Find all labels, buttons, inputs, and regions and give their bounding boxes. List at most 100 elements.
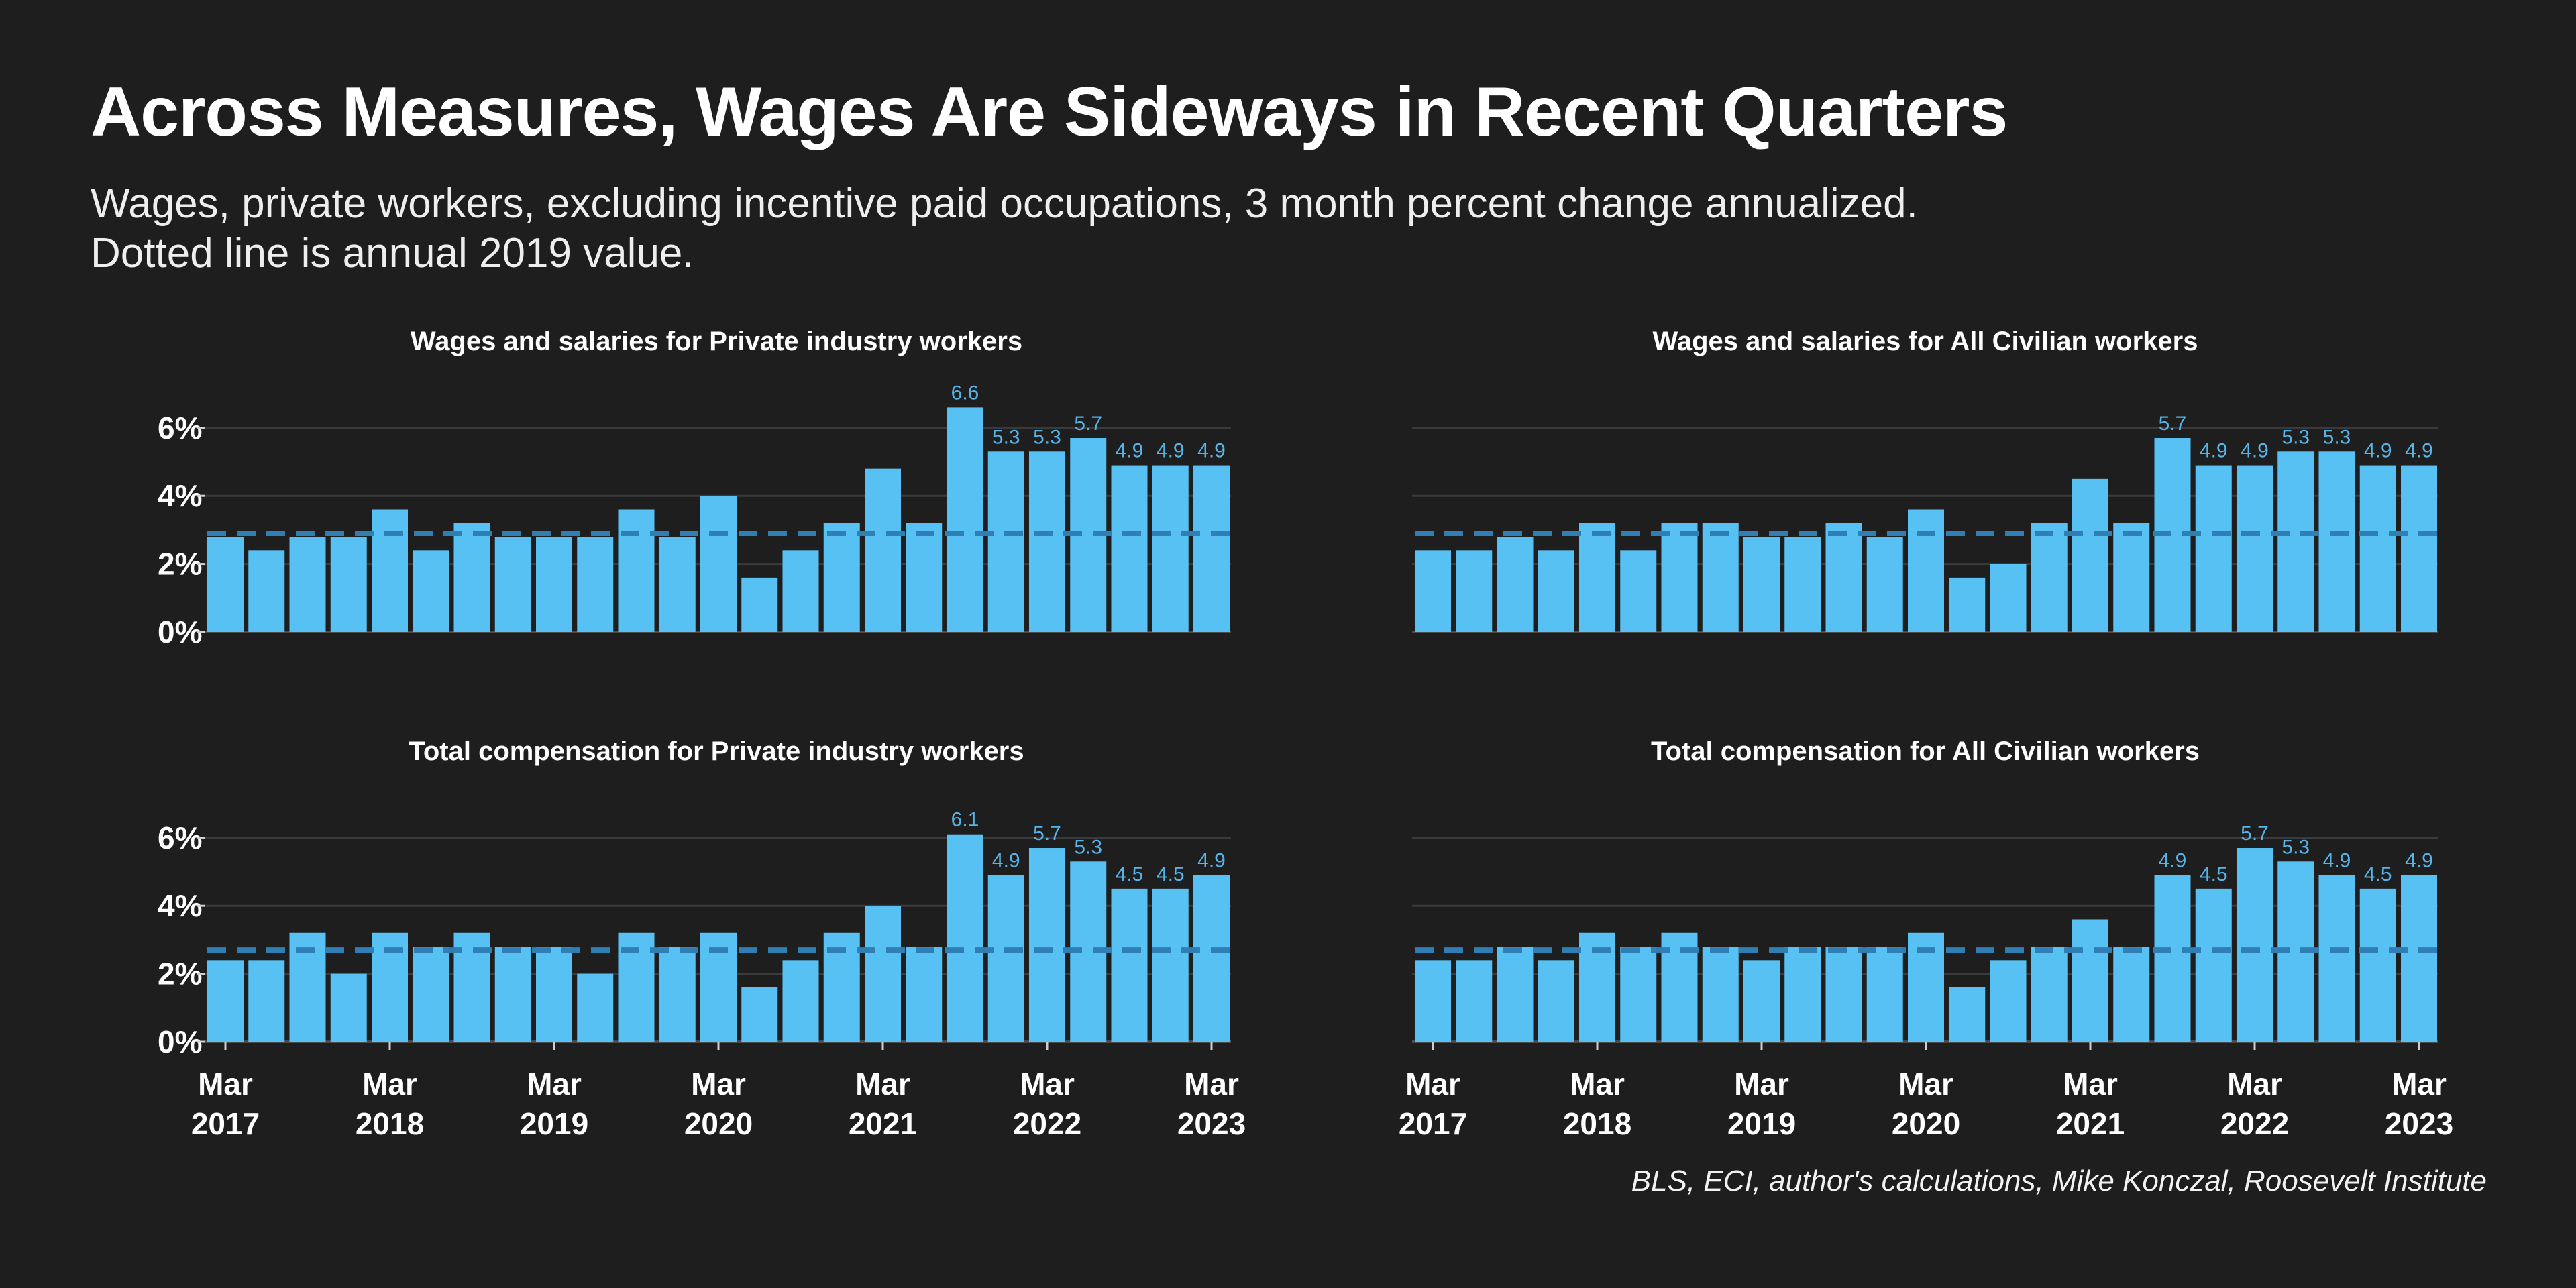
- bar: [453, 523, 490, 632]
- bar: [1415, 960, 1451, 1042]
- bar: [1111, 888, 1148, 1042]
- x-tick-label-year: 2022: [2220, 1106, 2289, 1141]
- bar: [2154, 875, 2191, 1042]
- y-tick-label: 2%: [158, 547, 202, 582]
- bar: [865, 906, 901, 1042]
- bar: [906, 523, 943, 632]
- bar: [413, 947, 449, 1042]
- bar: [1538, 550, 1574, 632]
- bar: [2031, 947, 2068, 1042]
- bar: [1193, 875, 1230, 1042]
- bar: [2318, 451, 2355, 632]
- data-label: 4.5: [1157, 863, 1185, 885]
- bar: [2113, 947, 2150, 1042]
- bar: [494, 947, 531, 1042]
- data-label: 4.9: [2200, 440, 2228, 462]
- bar: [2237, 465, 2273, 632]
- bar: [1702, 523, 1739, 632]
- x-tick-label-year: 2017: [1399, 1106, 1467, 1141]
- data-label: 5.7: [1033, 822, 1061, 845]
- bar: [741, 987, 778, 1042]
- x-tick-label-month: Mar: [1734, 1067, 1789, 1102]
- chart-title: Total compensation for All Civilian work…: [1651, 737, 2200, 766]
- bar: [1111, 465, 1148, 632]
- y-tick-label: 4%: [158, 478, 202, 513]
- bar: [207, 960, 244, 1042]
- bar: [1620, 947, 1657, 1042]
- data-label: 5.3: [2282, 426, 2310, 448]
- data-label: 4.9: [1157, 440, 1185, 462]
- x-tick-label-month: Mar: [362, 1067, 417, 1102]
- bar: [2237, 848, 2273, 1042]
- bar: [1620, 550, 1657, 632]
- bar: [823, 523, 860, 632]
- bar: [1908, 509, 1944, 632]
- bar: [2072, 919, 2108, 1042]
- bar: [2401, 875, 2437, 1042]
- data-label: 5.3: [1033, 426, 1061, 448]
- bar: [248, 550, 285, 632]
- bar: [782, 550, 819, 632]
- data-label: 5.3: [2323, 426, 2351, 448]
- data-label: 5.7: [1074, 413, 1102, 435]
- bar: [1825, 523, 1862, 632]
- bar: [2195, 465, 2232, 632]
- x-tick-label-month: Mar: [1020, 1067, 1075, 1102]
- bar: [536, 947, 572, 1042]
- bar: [1497, 537, 1534, 632]
- chart-title: Total compensation for Private industry …: [409, 737, 1024, 766]
- bar: [906, 947, 943, 1042]
- x-tick-label-year: 2020: [1892, 1106, 1960, 1141]
- bar: [2359, 888, 2396, 1042]
- x-tick-label-year: 2019: [1727, 1106, 1796, 1141]
- bar: [659, 537, 696, 632]
- bar: [2401, 465, 2437, 632]
- bar: [372, 509, 408, 632]
- data-label: 4.9: [2241, 440, 2269, 462]
- bar: [659, 947, 696, 1042]
- bar: [413, 550, 449, 632]
- data-label: 4.9: [2323, 850, 2351, 872]
- bar: [1579, 523, 1615, 632]
- bar: [289, 537, 326, 632]
- data-label: 4.5: [1116, 863, 1144, 885]
- bar: [2072, 478, 2108, 632]
- bar: [1497, 947, 1534, 1042]
- data-label: 4.5: [2364, 863, 2392, 885]
- data-label: 4.9: [2159, 850, 2187, 872]
- data-label: 6.1: [951, 809, 979, 831]
- bar: [1152, 888, 1189, 1042]
- x-tick-label-month: Mar: [855, 1067, 910, 1102]
- bar: [248, 960, 285, 1042]
- data-label: 4.9: [992, 850, 1020, 872]
- bar: [330, 973, 367, 1042]
- x-tick-label-month: Mar: [198, 1067, 253, 1102]
- y-tick-label: 0%: [158, 614, 202, 649]
- bar: [2277, 451, 2314, 632]
- bar: [1029, 451, 1065, 632]
- y-tick-label: 4%: [158, 888, 202, 923]
- bar: [2031, 523, 2068, 632]
- bar: [1152, 465, 1189, 632]
- data-label: 6.6: [951, 382, 979, 404]
- bar: [1866, 947, 1903, 1042]
- bar: [1456, 960, 1493, 1042]
- bar: [1456, 550, 1493, 632]
- bar: [1949, 577, 1986, 632]
- bar: [2359, 465, 2396, 632]
- data-label: 5.3: [992, 426, 1020, 448]
- bar: [1193, 465, 1230, 632]
- x-tick-label-year: 2023: [2385, 1106, 2453, 1141]
- bar: [741, 577, 778, 632]
- bar: [1702, 947, 1739, 1042]
- data-label: 4.9: [2364, 440, 2392, 462]
- bar: [207, 537, 244, 632]
- data-label: 4.9: [2405, 440, 2433, 462]
- chart-panel-4: Total compensation for All Civilian work…: [1399, 737, 2453, 1141]
- x-tick-label-month: Mar: [1405, 1067, 1460, 1102]
- bar: [1990, 960, 2027, 1042]
- bar: [618, 509, 655, 632]
- data-label: 4.9: [2405, 850, 2433, 872]
- bar: [577, 537, 614, 632]
- data-label: 4.9: [1116, 440, 1144, 462]
